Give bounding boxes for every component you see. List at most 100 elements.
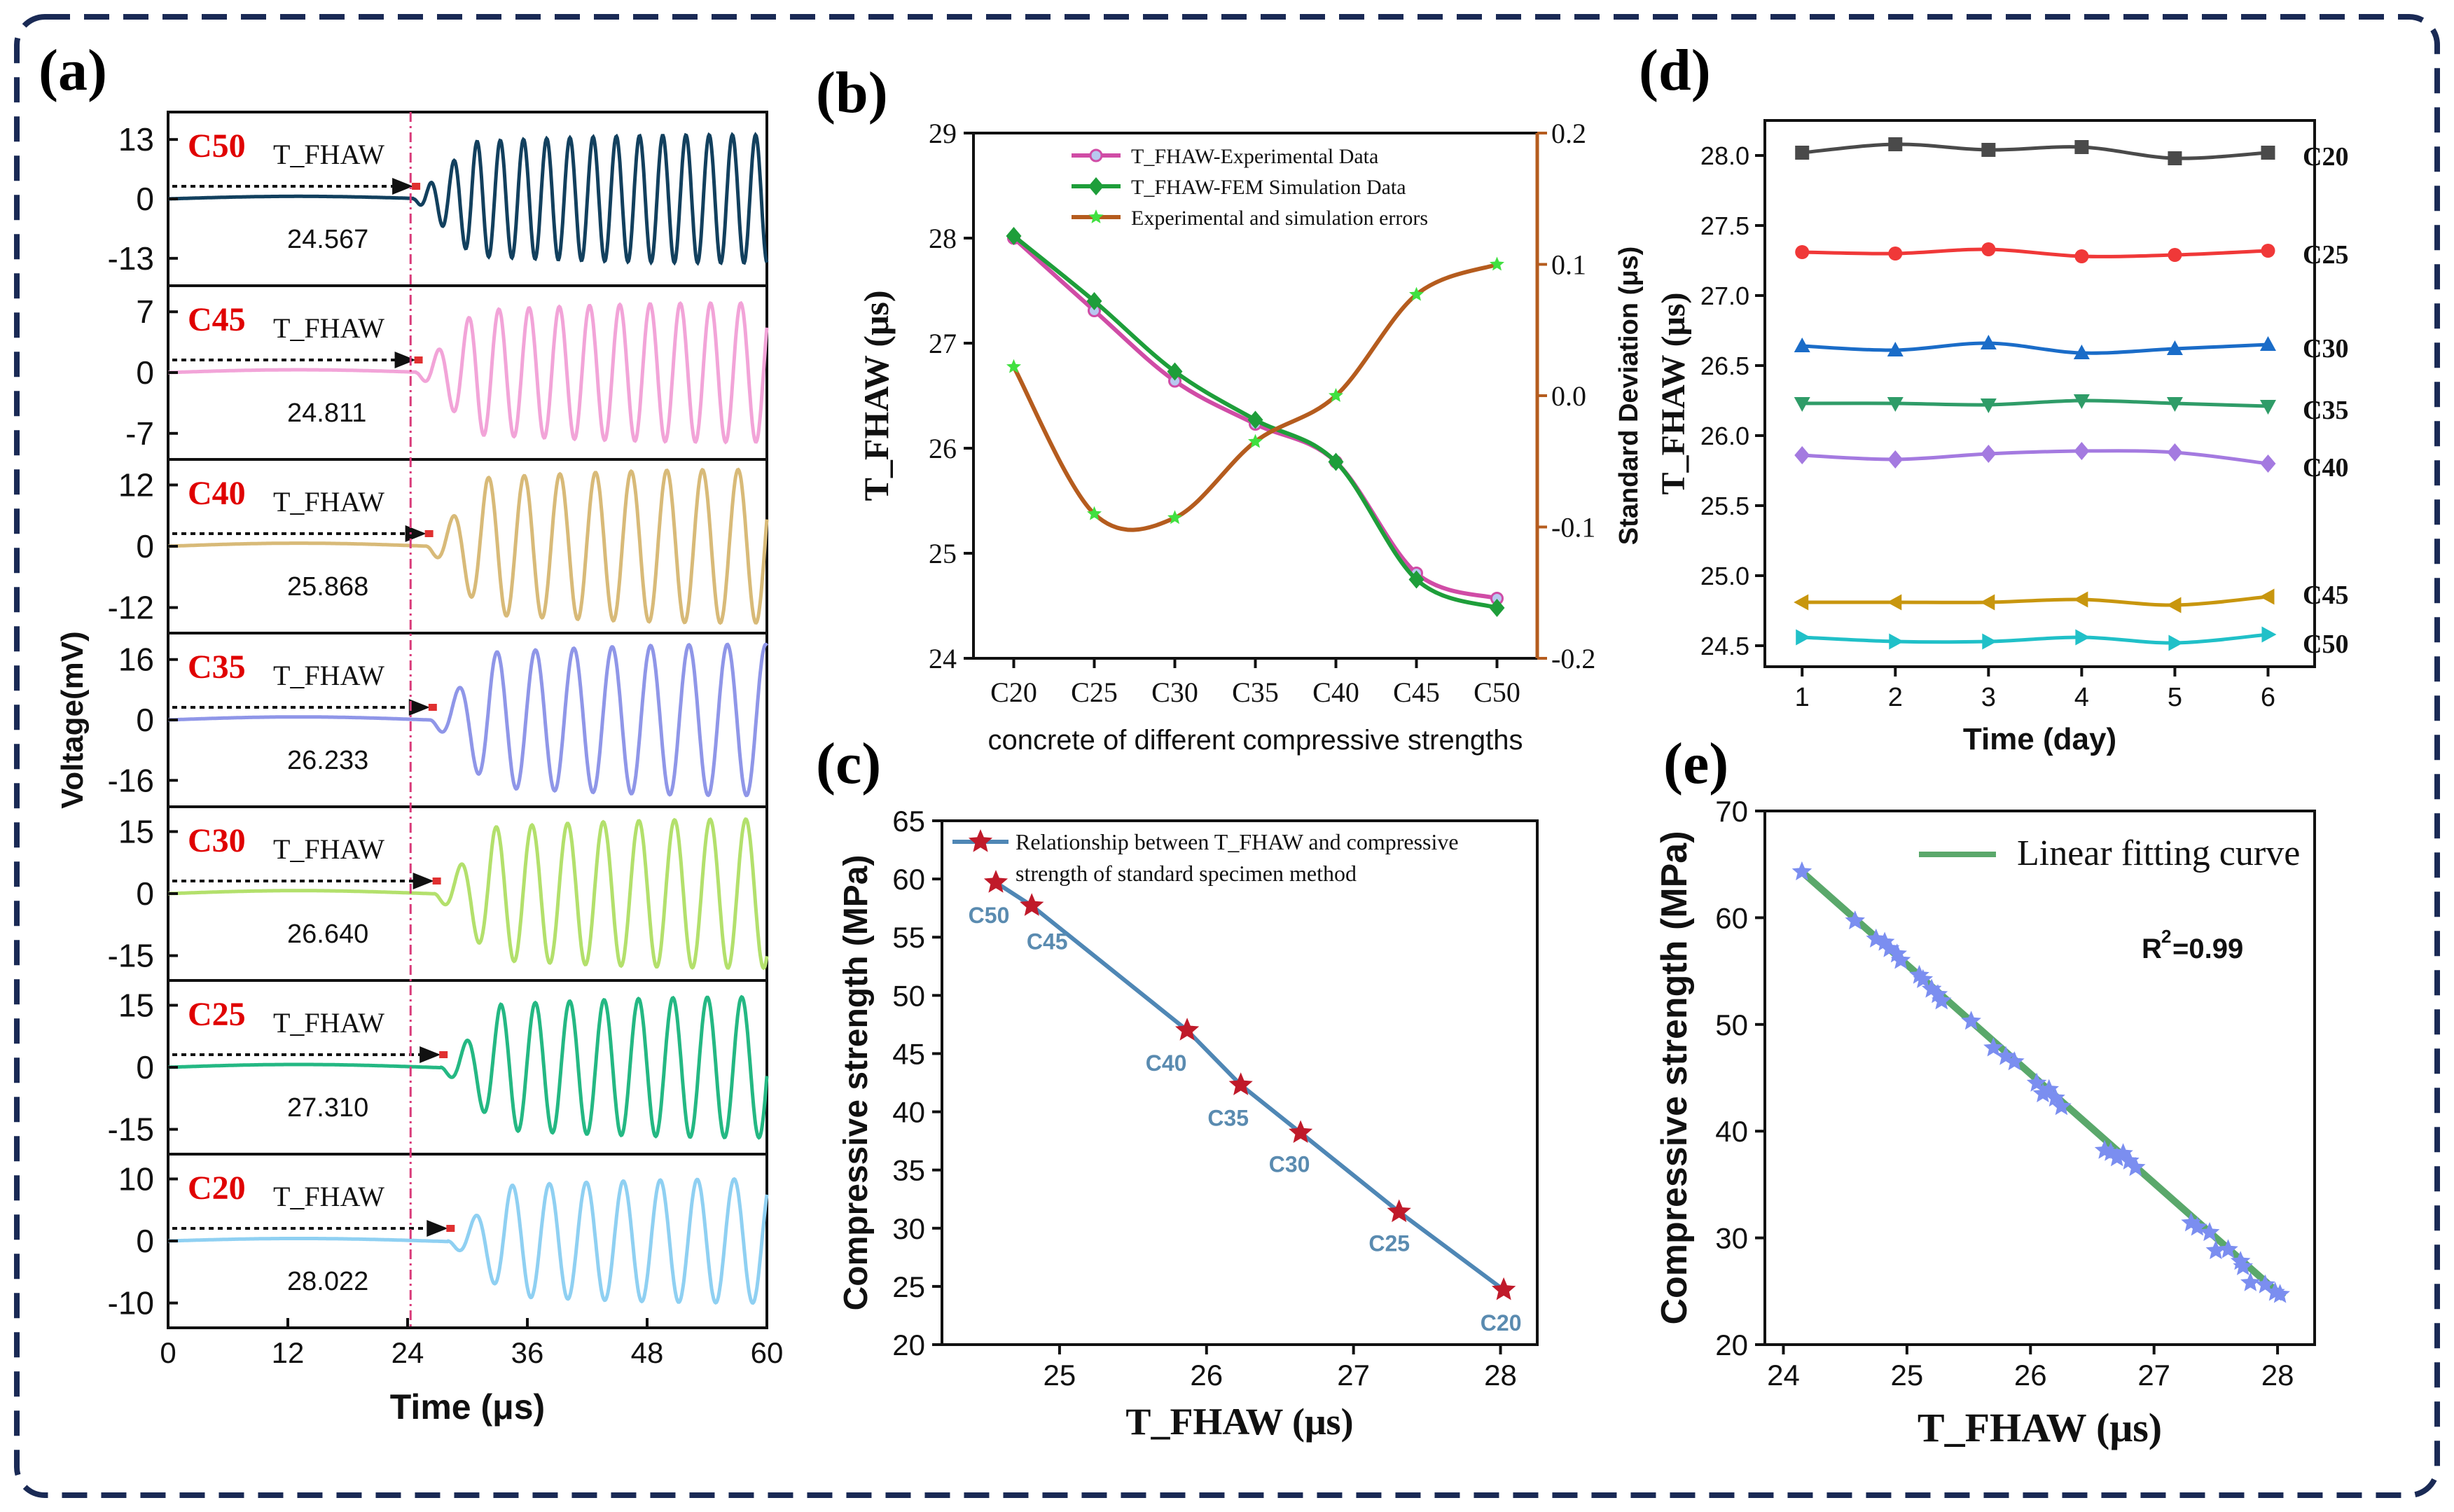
- grade-label-C50: C50: [188, 127, 246, 165]
- point-e-8: [1913, 969, 1934, 988]
- point-d-C35-1: [1887, 397, 1904, 412]
- point-b-2-3: [1248, 434, 1263, 448]
- y2tick-label-b-4: 0.2: [1551, 118, 1586, 149]
- point-e-35: [2255, 1274, 2275, 1293]
- panel-label-a: (a): [39, 38, 107, 103]
- relationship-line-c: [994, 880, 1505, 1292]
- series-line-d-C20: [1801, 142, 2268, 160]
- arrival-value-C20: 28.022: [287, 1267, 368, 1296]
- x-axis-title-c: T_FHAW (μs): [1125, 1401, 1353, 1443]
- point-e-15: [2004, 1051, 2025, 1071]
- point-e-17: [2032, 1083, 2053, 1102]
- ytick-label-C20-1: 0: [136, 1223, 154, 1259]
- point-e-33: [2233, 1256, 2253, 1275]
- point-c-C45: [1020, 893, 1044, 916]
- ytick-label-C45-1: 0: [136, 354, 154, 391]
- arrow-head-C45: [394, 352, 416, 368]
- point-d-C20-1: [1888, 137, 1903, 151]
- plot-frame-e: [1763, 810, 2316, 1346]
- x-axis-title-a: Time (μs): [390, 1387, 545, 1427]
- xtick-label-c-0: 25: [1044, 1359, 1076, 1392]
- point-e-31: [2218, 1239, 2238, 1258]
- point-e-30: [2205, 1240, 2226, 1259]
- ytick-label-d-4: 26.5: [1700, 352, 1749, 380]
- ytick-label-c-8: 60: [892, 863, 925, 896]
- grade-label-C35: C35: [188, 649, 246, 686]
- xtick-label-e-0: 24: [1767, 1359, 1800, 1392]
- point-e-13: [1983, 1037, 2004, 1057]
- y2tick-label-b-1: -0.1: [1551, 512, 1595, 543]
- point-d-C30-4: [2166, 340, 2183, 355]
- y2-axis-title-b: Standard Deviation (μs): [1614, 247, 1644, 546]
- grade-label-C25: C25: [188, 996, 246, 1033]
- xtick-label-a-4: 48: [631, 1336, 664, 1369]
- xtick-label-b-1: C25: [1071, 677, 1118, 708]
- waveform-line-C30: [168, 817, 769, 971]
- point-label-c-C35: C35: [1207, 1105, 1249, 1130]
- point-d-C25-0: [1795, 245, 1810, 259]
- point-d-C20-3: [2074, 140, 2089, 154]
- series-line-d-C30: [1802, 341, 2268, 355]
- arrow-head-C35: [408, 699, 430, 716]
- series-label-d-C30: C30: [2303, 334, 2348, 363]
- point-b-1-1: [1086, 292, 1102, 310]
- ytick-label-C40-0: 12: [118, 466, 154, 503]
- ytick-label-C25-2: -15: [108, 1111, 154, 1148]
- ytick-label-e-3: 50: [1715, 1008, 1748, 1041]
- xtick-label-b-0: C20: [990, 677, 1037, 708]
- point-label-c-C45: C45: [1027, 929, 1068, 954]
- point-d-C45-3: [2073, 591, 2088, 608]
- point-e-23: [2107, 1147, 2127, 1167]
- xtick-label-b-3: C35: [1232, 677, 1279, 708]
- point-c-C20: [1492, 1277, 1516, 1301]
- t-fhaw-label-C35: T_FHAW: [273, 660, 384, 691]
- point-e-11: [1932, 990, 1952, 1010]
- point-d-C25-5: [2261, 244, 2275, 258]
- point-d-C40-4: [2167, 443, 2183, 462]
- waveform-line-C45: [168, 300, 769, 445]
- xtick-label-a-1: 12: [272, 1336, 305, 1369]
- point-c-C40: [1175, 1018, 1200, 1041]
- ytick-label-b-5: 29: [929, 118, 957, 149]
- plot-frame-d: [1763, 119, 2316, 668]
- xtick-label-a-2: 24: [391, 1336, 424, 1369]
- arrival-value-C30: 26.640: [287, 920, 368, 949]
- arrival-mark-C40: [424, 530, 434, 537]
- xtick-label-d-0: 1: [1795, 683, 1810, 712]
- ytick-label-e-5: 70: [1715, 795, 1748, 828]
- point-d-C50-5: [2261, 626, 2277, 643]
- series-label-d-C25: C25: [2303, 240, 2348, 270]
- xtick-label-e-3: 27: [2137, 1359, 2170, 1392]
- point-c-C50: [983, 870, 1008, 893]
- ytick-label-C20-0: 10: [118, 1160, 154, 1197]
- r2-value-e: =0.99: [2172, 934, 2243, 964]
- grade-label-C40: C40: [188, 475, 246, 512]
- point-label-c-C20: C20: [1481, 1310, 1522, 1336]
- point-e-34: [2240, 1272, 2261, 1291]
- panel-d-stability: 24.5 25.0 25.5 26.0 26.5 27.0 27.5 28.0 1 2 3 4 5 6 C2…: [1655, 119, 2348, 756]
- ytick-label-C45-2: -7: [125, 415, 154, 452]
- xtick-label-b-6: C50: [1474, 677, 1520, 708]
- point-d-C35-0: [1794, 397, 1810, 412]
- xtick-label-e-4: 28: [2261, 1359, 2294, 1392]
- series-label-d-C50: C50: [2303, 630, 2348, 659]
- series-label-d-C40: C40: [2303, 453, 2348, 483]
- panel-label-c: (c): [816, 731, 881, 796]
- point-d-C20-2: [1981, 143, 1996, 157]
- ytick-label-b-1: 25: [929, 538, 957, 569]
- xtick-label-d-1: 2: [1888, 683, 1903, 712]
- waveform-line-C50: [168, 132, 769, 266]
- point-b-1-3: [1247, 410, 1263, 429]
- series-line-d-C35: [1802, 398, 2268, 408]
- ytick-label-C50-2: -13: [108, 240, 154, 277]
- point-d-C35-5: [2259, 400, 2276, 415]
- point-d-C50-3: [2075, 629, 2091, 646]
- panel-b-tfhaw-comparison: 24 25 26 27 28 29 -0.2 -0.1 0.0 0.1 0.2 C20 C25 C30 C3…: [857, 118, 1644, 756]
- arrow-head-C40: [405, 525, 427, 542]
- ytick-label-c-1: 25: [892, 1270, 925, 1303]
- point-d-C20-0: [1795, 146, 1810, 160]
- arrow-head-C30: [413, 873, 434, 889]
- ytick-label-c-4: 40: [892, 1096, 925, 1129]
- t-fhaw-label-C40: T_FHAW: [273, 486, 384, 518]
